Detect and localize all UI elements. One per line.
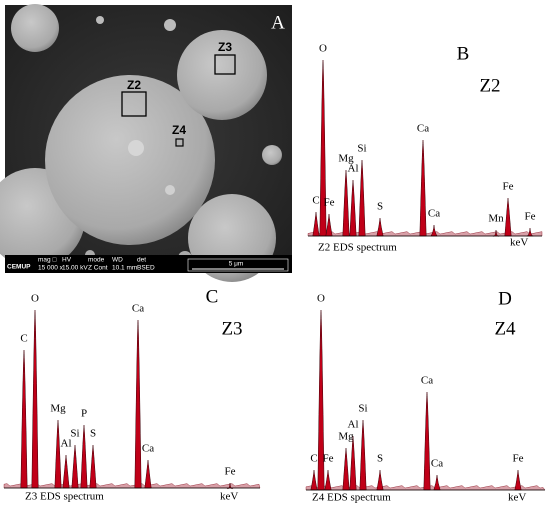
x-unit: keV <box>220 491 238 503</box>
peak-label: C <box>20 333 27 345</box>
x-unit: keV <box>510 237 528 249</box>
peak-label: Fe <box>225 466 236 478</box>
region-title: Z3 <box>221 318 242 339</box>
peak-label: Si <box>357 143 366 155</box>
panel-label: A <box>271 12 285 33</box>
info-value: 15.00 kV <box>62 265 88 272</box>
spectrum-peak <box>20 349 28 489</box>
spectrum-peak <box>71 444 79 489</box>
region-label: Z3 <box>218 40 232 54</box>
spectrum-peak <box>349 435 357 491</box>
region-title: Z2 <box>479 75 500 96</box>
spectrum-background <box>3 483 261 489</box>
peak-label: S <box>377 201 383 213</box>
spectrum-peak <box>349 179 357 237</box>
region-label: Z2 <box>127 78 141 92</box>
spectrum-peak <box>62 454 70 489</box>
spectrum-peak <box>80 424 88 489</box>
peak-label: Ca <box>421 375 433 387</box>
peak-label: O <box>319 43 327 55</box>
peak-label: Mn <box>488 213 504 225</box>
peak-label: Si <box>358 403 367 415</box>
spectrum-peak <box>324 469 332 491</box>
peak-label: C <box>310 453 317 465</box>
info-header: det <box>137 257 146 264</box>
info-header: HV <box>62 257 72 264</box>
sem-image <box>0 4 292 282</box>
spectrum-peak <box>134 319 142 489</box>
peak-label: Fe <box>513 453 524 465</box>
spectrum-peak <box>31 309 39 489</box>
spectrum-peak <box>310 469 318 491</box>
peak-label: Fe <box>503 181 514 193</box>
peak-label: Ca <box>431 458 443 470</box>
info-value: 10.1 mm <box>112 265 137 272</box>
peak-label: S <box>377 453 383 465</box>
spectrum-peak <box>319 59 327 237</box>
peak-label: Ca <box>142 443 154 455</box>
peak-label: O <box>31 293 39 305</box>
spectrum-peak <box>226 482 234 490</box>
spectrum-peak <box>54 419 62 489</box>
spectrum-peak <box>504 197 512 237</box>
region-label: Z4 <box>172 123 186 137</box>
peak-label: Mg <box>50 403 66 415</box>
logo: CEMUP <box>7 264 31 271</box>
peak-label: S <box>90 428 96 440</box>
spectrum-peak <box>358 159 366 237</box>
spectrum-peak <box>430 224 438 237</box>
peak-label: Ca <box>132 303 144 315</box>
info-header: mag □ <box>38 257 56 264</box>
peak-label: Mg <box>338 153 354 165</box>
peak-label: Fe <box>324 197 335 209</box>
region-title: Z4 <box>494 318 516 339</box>
peak-label: Al <box>348 163 359 175</box>
info-value: 15 000 x <box>38 265 64 272</box>
info-value: Z Cont <box>88 265 108 272</box>
spectrum-peak <box>423 391 431 491</box>
peak-label: Al <box>348 419 359 431</box>
spectrum-peak <box>342 447 350 491</box>
panel-label: C <box>206 286 219 307</box>
peak-label: Fe <box>525 211 536 223</box>
spectrum-peak <box>433 474 441 491</box>
panel-label: D <box>498 288 512 309</box>
peak-label: P <box>81 408 87 420</box>
spectrum-peak <box>144 459 152 489</box>
info-header: WD <box>112 257 123 264</box>
spectrum-peak <box>514 469 522 491</box>
scale-bar-label: 5 μm <box>229 261 244 268</box>
peak-label: Ca <box>417 123 429 135</box>
spectrum-peak <box>317 309 325 491</box>
peak-label: Fe <box>323 453 334 465</box>
spectrum-peak <box>342 169 350 237</box>
peak-label: C <box>312 195 319 207</box>
peak-label: Mg <box>338 431 354 443</box>
spectrum-peak <box>89 444 97 489</box>
peak-label: O <box>317 293 325 305</box>
panel-label: B <box>457 43 470 64</box>
caption: Z2 EDS spectrum <box>318 242 397 254</box>
peak-label: Ca <box>428 208 440 220</box>
spectrum-peak <box>312 211 320 237</box>
x-unit: keV <box>508 492 526 504</box>
info-value: BSED <box>137 265 155 272</box>
caption: Z3 EDS spectrum <box>25 491 104 503</box>
spectrum-peak <box>419 139 427 237</box>
caption: Z4 EDS spectrum <box>312 492 391 504</box>
spectrum-peak <box>376 469 384 491</box>
spectrum-peak <box>325 213 333 237</box>
spectrum-peak <box>376 217 384 237</box>
peak-label: Si <box>70 428 79 440</box>
peak-label: Al <box>61 438 72 450</box>
info-header: mode <box>88 257 105 264</box>
spectrum-peak <box>359 419 367 491</box>
